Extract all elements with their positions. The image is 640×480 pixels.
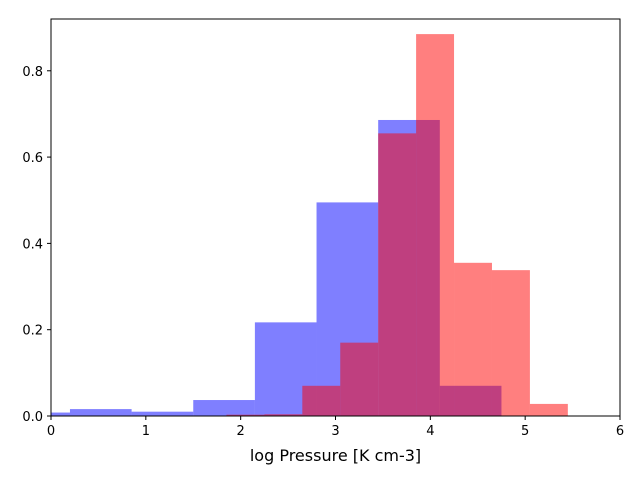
y-tick-label: 0.8 [22, 65, 43, 80]
histogram-bar-s0-b1 [69, 409, 132, 416]
histogram-bar-s1-b5 [416, 34, 455, 416]
histogram-bar-s1-b6 [454, 262, 492, 416]
histogram-bar-s1-b2 [302, 385, 341, 416]
histogram-bar-s1-b1 [264, 414, 303, 416]
y-tick-label: 0.2 [22, 324, 43, 339]
histogram-bar-s1-b8 [529, 403, 568, 416]
histogram-bar-s1-b4 [378, 133, 417, 416]
y-tick-label: 0.6 [22, 151, 43, 166]
histogram-bar-s1-b0 [226, 414, 265, 416]
x-tick-label: 2 [237, 424, 245, 439]
axis-ticks: 0 1 2 3 4 5 6 0.0 0.2 0.4 0.6 0.8 [22, 65, 624, 439]
plot-frame [50, 18, 621, 417]
y-tick-label: 0.0 [22, 410, 43, 425]
histogram-bars [51, 34, 568, 417]
x-tick-label: 5 [521, 424, 529, 439]
x-tick-label: 1 [142, 424, 150, 439]
x-tick-label: 4 [426, 424, 434, 439]
x-tick-label: 6 [616, 424, 624, 439]
x-tick-label: 0 [47, 424, 55, 439]
histogram-bar-s0-b2 [131, 411, 194, 416]
x-tick-label: 3 [331, 424, 339, 439]
x-axis-label: log Pressure [K cm-3] [250, 446, 421, 465]
histogram-bar-s0-b3 [193, 400, 255, 416]
histogram-bar-s1-b3 [340, 342, 379, 416]
histogram-bar-s0-b0 [51, 412, 70, 416]
histogram-bar-s1-b7 [491, 270, 530, 416]
y-tick-label: 0.4 [22, 237, 43, 252]
